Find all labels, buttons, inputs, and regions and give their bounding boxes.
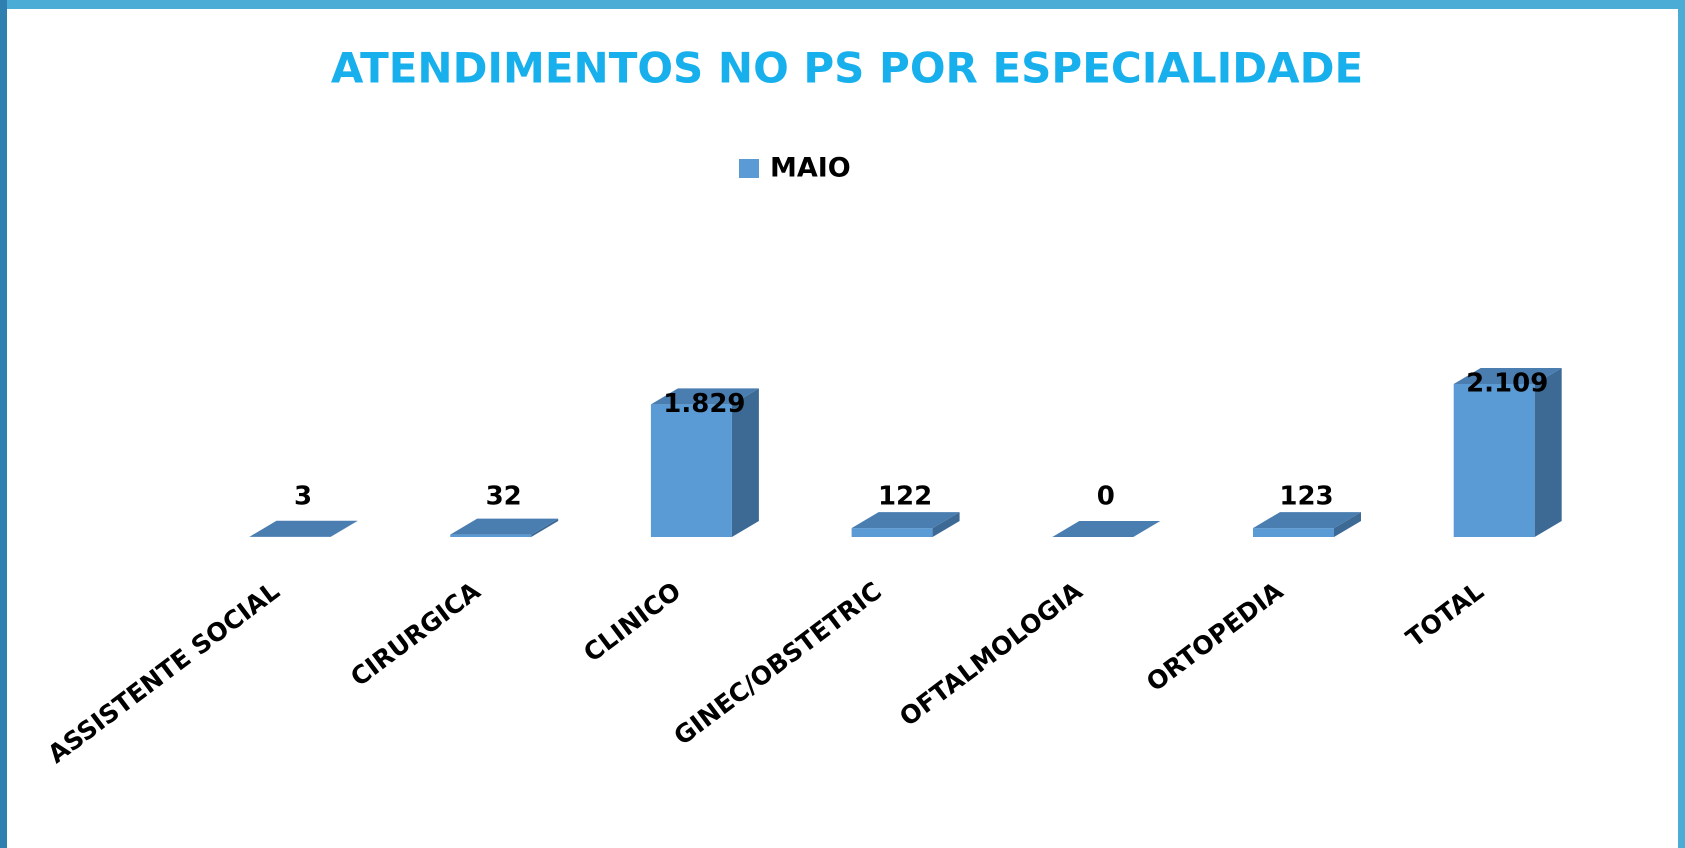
bar-front — [1253, 528, 1334, 537]
bar-top — [851, 512, 960, 529]
bar — [1253, 512, 1361, 537]
left-border — [0, 0, 7, 848]
value-label: 123 — [1279, 482, 1333, 512]
legend-swatch — [739, 159, 759, 178]
bar — [1052, 521, 1161, 537]
bar-side — [1334, 512, 1361, 537]
bar-front — [650, 404, 732, 537]
bar — [249, 520, 358, 537]
bar-front — [1453, 384, 1535, 537]
bar-top — [1052, 521, 1161, 537]
value-label: 32 — [486, 482, 522, 512]
value-label: 1.829 — [663, 389, 745, 419]
bar-side — [932, 512, 960, 537]
bar-top — [249, 520, 358, 537]
value-label: 122 — [878, 482, 932, 512]
value-label: 0 — [1097, 482, 1115, 512]
bar-front — [851, 528, 933, 537]
bar — [851, 512, 960, 537]
chart-title: ATENDIMENTOS NO PS POR ESPECIALIDADE — [331, 44, 1363, 93]
right-border — [1678, 0, 1685, 848]
bar-top — [1453, 368, 1562, 384]
bar — [1453, 368, 1562, 537]
bar-side — [330, 520, 358, 537]
bar-top — [650, 388, 759, 405]
bar-top — [450, 518, 559, 535]
bar-side — [531, 518, 559, 537]
value-label: 3 — [294, 482, 312, 512]
bar — [650, 388, 759, 537]
bar — [450, 518, 559, 537]
bar-side — [731, 388, 759, 537]
legend-label: MAIO — [770, 153, 851, 184]
top-border — [0, 0, 1685, 9]
value-label: 2.109 — [1466, 369, 1548, 399]
bar-top — [1253, 512, 1361, 529]
bar-side — [1534, 368, 1562, 537]
bar-front — [450, 534, 532, 537]
